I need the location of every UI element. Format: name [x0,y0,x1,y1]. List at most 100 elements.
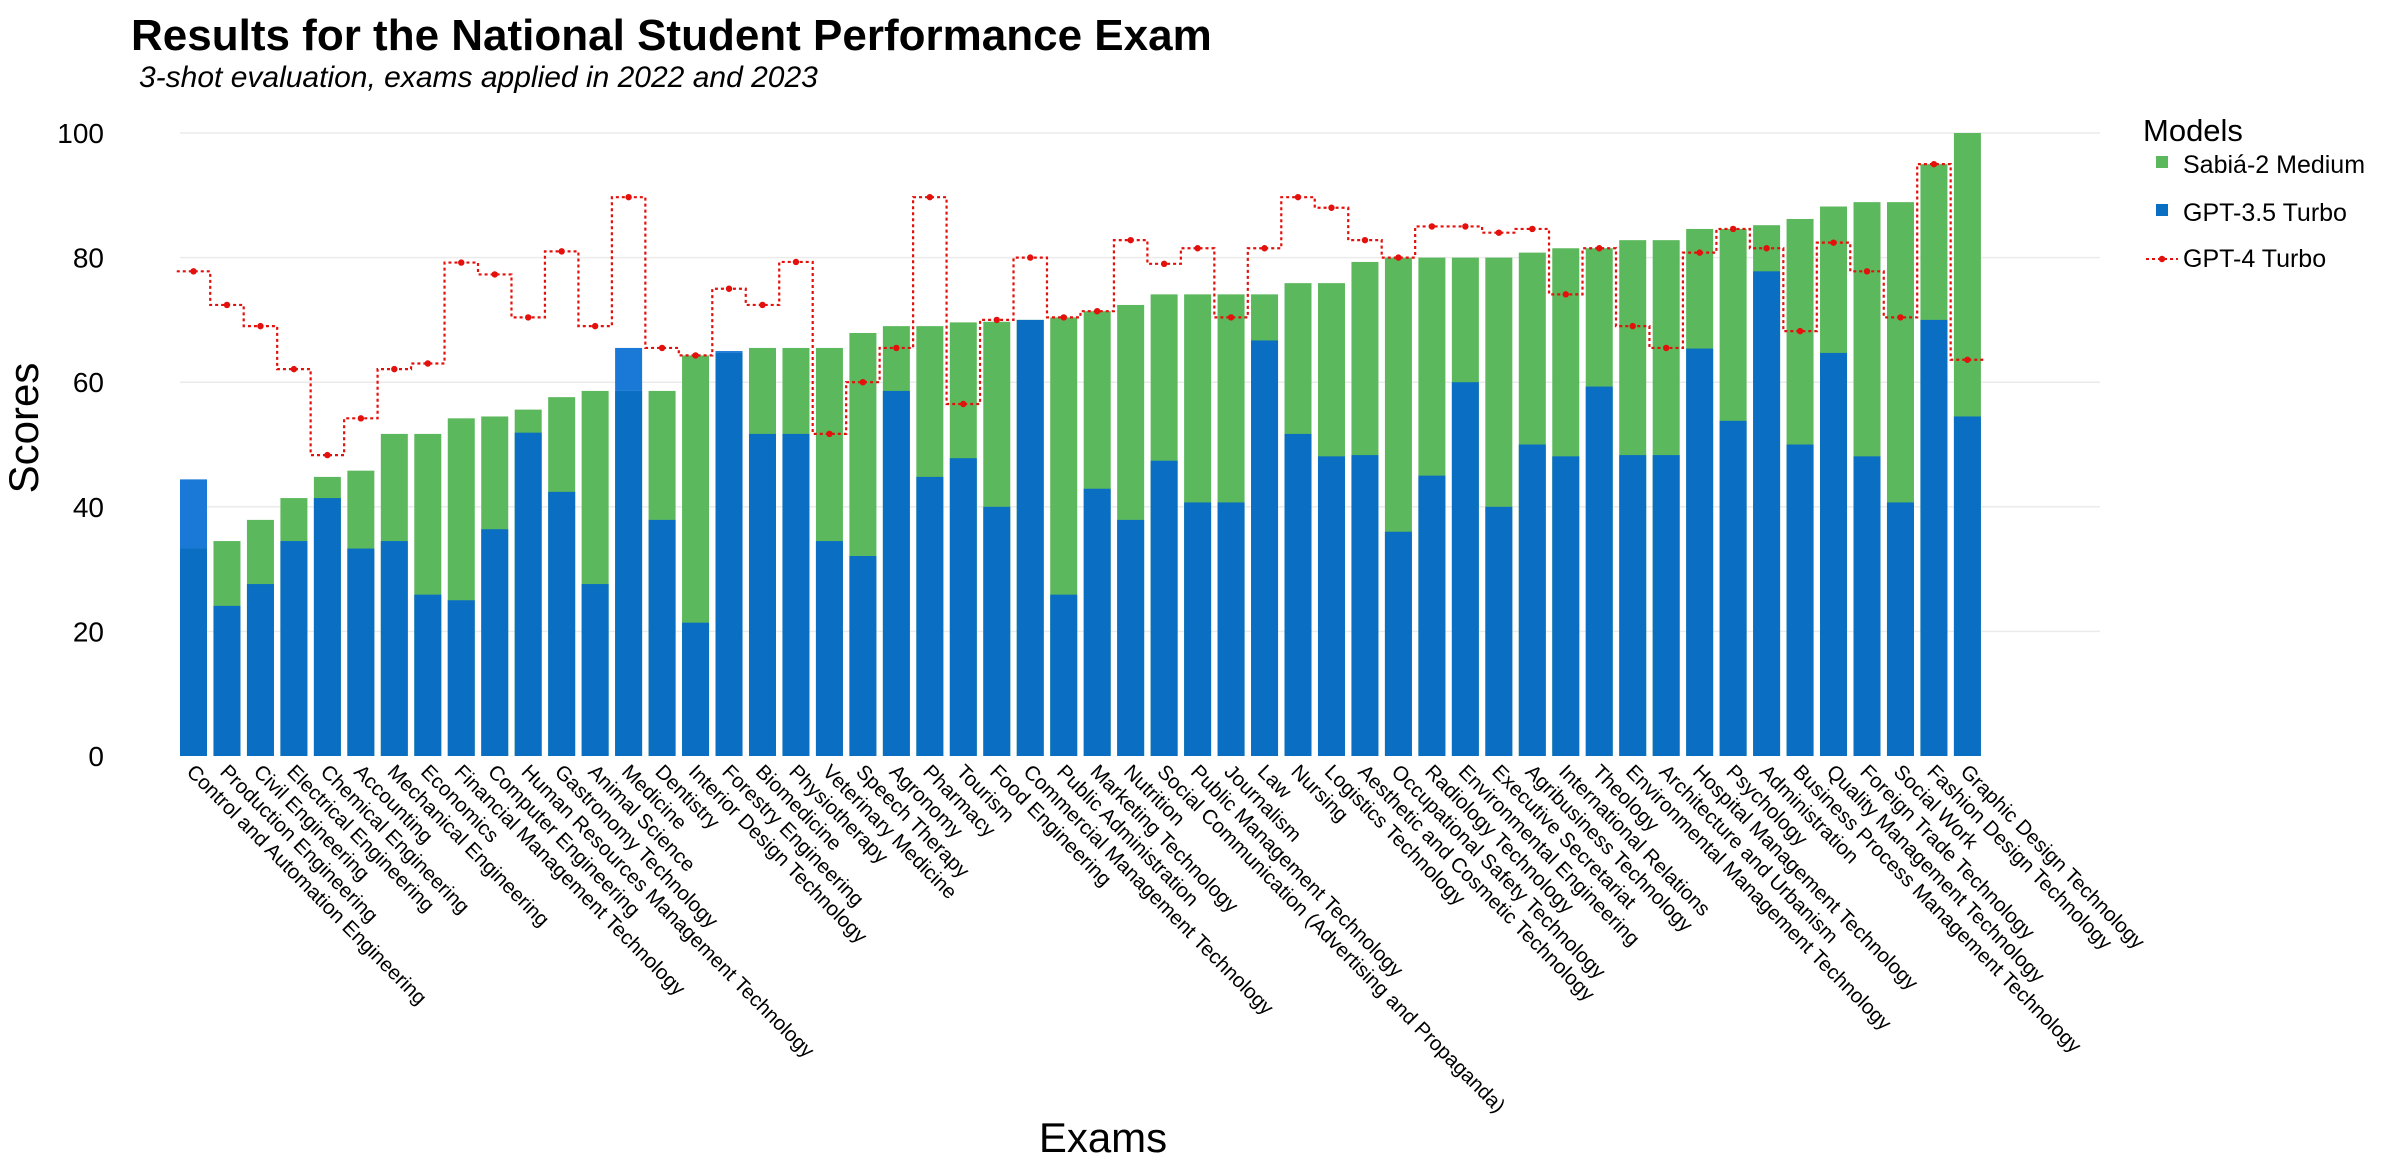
gpt4-point-production-engineering [223,301,231,309]
gpt4-point-fashion-design-technology [1930,160,1938,168]
bar-gpt35-foreign-trade-technology [1853,456,1881,756]
bar-gpt35-law [1251,340,1279,756]
gpt4-point-veterinary-medicine [826,430,833,438]
gpt4-point-human-resources-management-technology [525,314,532,321]
y-tick-label: 20 [73,616,104,647]
gpt4-point-quality-management-technology [1830,239,1837,246]
y-axis-ticks: 0 20 40 60 80 100 [57,118,104,772]
bar-gpt35-social-communication-advertising-and-propaganda [1150,460,1178,756]
bar-gpt35-production-engineering [213,605,241,756]
gpt4-point-logistics-technology [1328,204,1335,211]
y-tick-label: 0 [88,741,104,772]
gpt4-point-journalism [1227,314,1235,321]
bar-gpt35-animal-science [581,584,609,756]
legend: Models Sabiá-2 Medium GPT-3.5 Turbo GPT-… [2143,113,2365,273]
legend-title: Models [2143,113,2243,148]
gpt4-point-environmental-engineering [1462,223,1469,230]
bar-gpt35-control-and-automation-engineering [180,548,207,756]
gpt35-bars [180,271,1981,756]
gpt4-point-interior-design-technology [692,352,699,359]
bar-gpt35-hospital-management-technology [1686,348,1714,756]
bar-gpt35-gastronomy-technology [548,491,576,756]
chart-title: Results for the National Student Perform… [131,11,1212,60]
legend-label-gpt4: GPT-4 Turbo [2183,245,2326,273]
bar-gpt35-over-control-and-automation-engineering [180,479,207,549]
gpt4-point-public-management-technology [1194,245,1201,252]
gpt4-point-tourism [960,400,967,408]
bar-gpt35-speech-therapy [849,556,877,756]
gpt4-point-marketing-technology [1093,307,1101,315]
bar-gpt35-financial-management-technology [447,600,475,756]
gpt4-point-social-work [1897,314,1904,321]
bar-gpt35-quality-management-technology [1820,352,1848,756]
gpt4-point-accounting [357,415,365,422]
gpt4-point-civil-engineering [257,322,264,330]
bar-gpt35-agribusiness-technology [1518,444,1546,756]
gpt4-point-pharmacy [926,193,934,201]
bar-gpt35-marketing-technology [1083,488,1111,756]
bar-gpt35-environmental-management-technology [1619,455,1647,756]
gpt4-point-dentistry [658,344,666,352]
bar-gpt35-tourism [949,458,977,756]
bar-gpt35-food-engineering [983,506,1011,756]
bar-gpt35-over-medicine [615,347,643,391]
bar-gpt35-logistics-technology [1317,456,1345,756]
gpt4-point-electrical-engineering [290,365,298,373]
gpt4-point-social-communication-advertising-and-propaganda [1160,260,1168,268]
bar-gpt35-commercial-management-technology [1016,319,1044,756]
legend-swatch-gpt35 [2156,204,2168,216]
bar-gpt35-chemical-engineering [313,498,341,756]
bar-gpt35-medicine [615,390,643,756]
gpt4-point-law [1261,245,1268,252]
gpt4-point-nursing [1294,193,1302,201]
gpt4-point-hospital-management-technology [1696,249,1703,256]
gpt4-point-medicine [625,193,632,201]
bar-gpt35-aesthetic-and-cosmetic-technology [1351,455,1379,756]
bar-gpt35-psychology [1719,420,1747,756]
bar-gpt35-nursing [1284,433,1312,756]
legend-label-sabia: Sabiá-2 Medium [2183,151,2365,179]
gpt4-point-public-administration [1060,314,1067,321]
gpt4-step-path [176,163,1985,457]
gpt4-point-economics [424,360,431,367]
bar-gpt35-radiology-technology [1418,475,1446,756]
bar-gpt35-fashion-design-technology [1920,319,1948,756]
bar-gpt35-economics [414,594,442,756]
gpt4-point-animal-science [591,322,599,330]
bar-gpt35-civil-engineering [246,584,274,756]
bar-gpt35-electrical-engineering [280,541,308,756]
gpt4-point-nutrition [1127,236,1134,244]
bar-gpt35-theology [1585,386,1613,756]
bar-gpt35-over-forestry-engineering [715,351,743,353]
legend-swatch-sabia [2156,156,2168,168]
bar-gpt35-environmental-engineering [1451,382,1479,756]
legend-point-gpt4 [2158,255,2166,263]
bar-gpt35-human-resources-management-technology [514,432,542,756]
bar-gpt35-administration [1753,271,1781,756]
gpt4-point-biomedicine [759,301,766,309]
bar-gpt35-computer-engineering [481,529,509,756]
y-tick-label: 40 [73,492,104,523]
bar-gpt35-executive-secretariat [1485,506,1513,756]
gpt4-point-gastronomy-technology [558,248,565,255]
chart-subtitle: 3-shot evaluation, exams applied in 2022… [139,61,818,94]
bar-gpt35-physiotherapy [782,433,810,756]
gpt4-point-executive-secretariat [1495,229,1503,236]
gpt4-point-control-and-automation-engineering [190,268,197,275]
gpt4-point-graphic-design-technology [1964,356,1971,363]
gpt4-point-food-engineering [993,316,1000,324]
gpt4-point-administration [1763,245,1770,252]
bar-gpt35-biomedicine [748,433,776,756]
bar-gpt35-social-work [1886,502,1914,756]
bar-gpt35-veterinary-medicine [815,541,843,756]
bar-gpt35-accounting [347,548,375,756]
gpt4-point-commercial-management-technology [1027,254,1034,261]
bar-gpt35-graphic-design-technology [1953,416,1981,756]
gpt4-step-line [176,160,1985,459]
x-axis-ticks: Control and Automation EngineeringProduc… [182,760,2150,1117]
gpt4-point-mechanical-engineering [391,365,398,373]
bar-gpt35-mechanical-engineering [380,541,408,756]
gpt4-point-aesthetic-and-cosmetic-technology [1361,236,1369,244]
y-tick-label: 80 [73,243,104,274]
